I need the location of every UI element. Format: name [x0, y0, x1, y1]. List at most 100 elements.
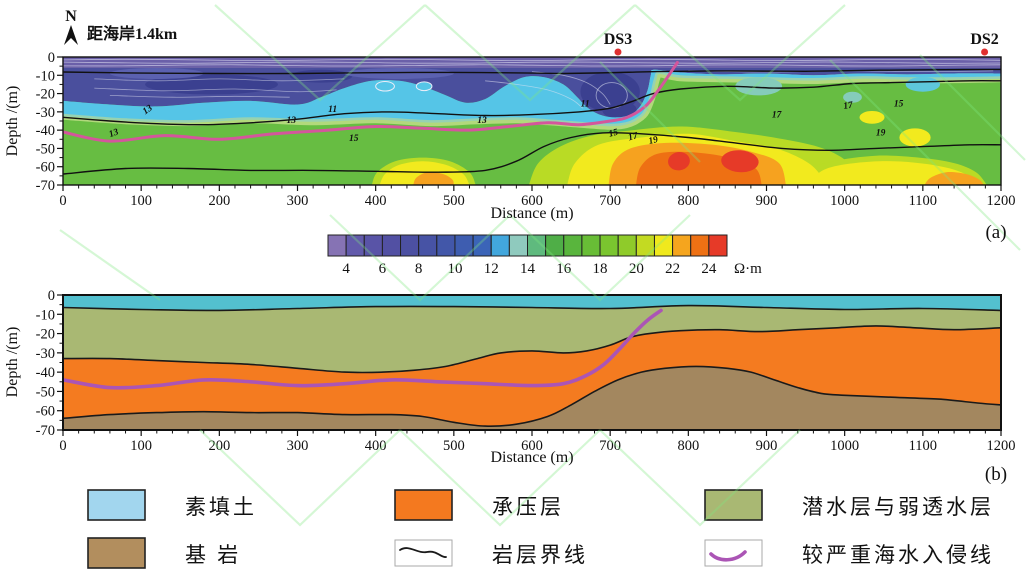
watermark-line: [329, 214, 511, 302]
y-tick-label: -70: [36, 178, 55, 194]
colorbar-value-label: 22: [665, 261, 680, 277]
panel-a-tag: (a): [985, 222, 1006, 243]
white-contour-squiggle: [485, 80, 584, 109]
watermark-line: [599, 61, 701, 163]
colorbar-cell: [599, 234, 619, 257]
yellow-spot: [899, 128, 931, 147]
colorbar-cell: [327, 234, 347, 257]
colorbar-value-label: 14: [520, 261, 536, 277]
legend-label: 承压层: [492, 495, 564, 519]
colorbar-cell: [381, 234, 402, 257]
y-tick-label: -10: [36, 307, 55, 323]
contour-value-label: 19: [648, 135, 660, 147]
white-contour-squiggle: [109, 95, 290, 98]
watermark-line: [399, 429, 601, 527]
colorbar-cell: [436, 234, 456, 257]
black-contour-line-B: [63, 80, 1001, 126]
contour-value-label: 15: [608, 128, 620, 140]
layer-plain-fill: [63, 295, 1001, 311]
legend-item-5: 岩层界线: [394, 539, 588, 567]
x-tick-label: 0: [59, 193, 66, 209]
x-tick-label: 1000: [830, 438, 859, 454]
x-tick-label: 400: [365, 193, 387, 209]
colorbar-cell: [472, 234, 492, 257]
high-resistivity-red-core: [721, 150, 759, 173]
colorbar-value-label: 4: [342, 261, 350, 277]
y-tick-label: -40: [36, 123, 55, 139]
green-watermark-pattern: [59, 4, 1026, 527]
y-tick-label: -20: [36, 87, 55, 103]
x-tick-label: 700: [599, 438, 621, 454]
cyan-eye-contour: [415, 81, 433, 92]
y-tick-label: -70: [36, 423, 55, 439]
yellow-spot: [859, 110, 885, 124]
watermark-line: [599, 429, 801, 527]
legend-label: 岩层界线: [492, 543, 588, 567]
x-tick-label: 700: [599, 193, 621, 209]
watermark-line: [214, 4, 426, 102]
watermark-line: [509, 214, 691, 302]
watermark-line: [199, 429, 401, 527]
station-dot-ds2: [981, 48, 989, 56]
panel-b-tag: (b): [985, 464, 1007, 485]
teal-patch: [843, 91, 862, 103]
y-tick-label: -10: [36, 68, 55, 84]
y-tick-label: -60: [36, 404, 55, 420]
legend-item-3: 潜水层与弱透水层: [704, 489, 991, 521]
contour-value-label: 11: [581, 99, 590, 109]
layer-confined-aquifer: [63, 325, 1001, 427]
colorbar-cell: [617, 234, 637, 257]
x-tick-label: 900: [756, 438, 778, 454]
colorbar-value-label: 12: [484, 261, 499, 277]
cyan-eye-contour: [375, 81, 395, 92]
resistivity-anomaly-orange: [924, 172, 984, 185]
x-tick-label: 800: [677, 438, 699, 454]
legend-swatch: [87, 489, 146, 521]
colorbar-cell: [418, 234, 438, 257]
colorbar-value-label: 20: [629, 261, 644, 277]
panel-b-x-axis-label: Distance (m): [490, 449, 573, 466]
x-tick-label: 1000: [830, 193, 859, 209]
layer-phreatic-aquitard: [63, 305, 1001, 373]
x-tick-label: 500: [443, 193, 465, 209]
station-label-ds3: DS3: [604, 31, 632, 48]
stratum-boundary-line: [63, 365, 1001, 427]
north-indicator: N 距海岸1.4km: [64, 8, 178, 45]
contour-value-label: 17: [627, 131, 640, 143]
colorbar-value-label: 10: [447, 261, 462, 277]
resistivity-anomaly-orange: [413, 172, 454, 185]
x-tick-label: 300: [287, 438, 309, 454]
colorbar-cell: [545, 234, 565, 257]
layer-bedrock: [63, 366, 1001, 430]
contour-value-label: 13: [286, 116, 296, 126]
x-tick-label: 900: [756, 193, 778, 209]
x-tick-label: 1200: [987, 438, 1016, 454]
x-tick-label: 500: [443, 438, 465, 454]
colorbar-value-label: 18: [593, 261, 608, 277]
contour-value-label: 17: [772, 110, 783, 120]
x-tick-label: 100: [130, 438, 152, 454]
y-tick-label: -60: [36, 160, 55, 176]
high-resistivity-red-core: [668, 152, 690, 171]
colorbar-value-label: 6: [379, 261, 387, 277]
station-label-ds2: DS2: [970, 31, 998, 48]
panel-a-y-axis-label: Depth /(m): [4, 86, 21, 157]
colorbar-cell: [400, 234, 420, 257]
colorbar-cell: [581, 234, 601, 257]
legend-swatch: [704, 489, 763, 521]
contour-value-label: 19: [876, 129, 886, 139]
legend-item-2: 承压层: [394, 489, 564, 521]
colorbar-value-label: 16: [556, 261, 572, 277]
colorbar-cell: [508, 234, 529, 257]
colorbar-value-label: 8: [415, 261, 423, 277]
contour-value-label: 15: [349, 134, 359, 144]
y-tick-label: 0: [48, 288, 55, 304]
x-tick-label: 200: [208, 193, 230, 209]
contour-value-label: 11: [328, 105, 337, 115]
colorbar-cell: [708, 234, 728, 257]
